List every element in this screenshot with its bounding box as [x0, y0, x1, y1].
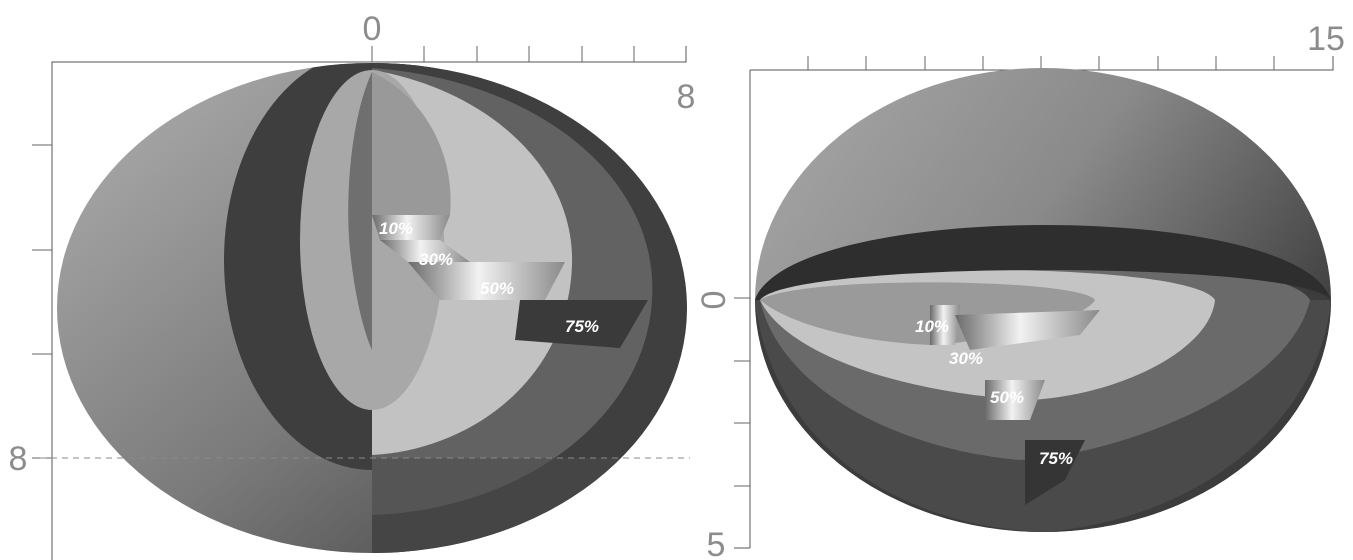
right-top-axis-end-label: 15	[1307, 20, 1345, 58]
right-level-75-label: 75%	[1039, 449, 1073, 468]
right-step-50	[985, 380, 1045, 420]
right-level-50-label: 50%	[990, 388, 1024, 407]
left-bottom-band	[372, 458, 687, 553]
left-core-slot	[348, 72, 372, 350]
left-step-30	[380, 240, 470, 262]
right-level-30-label: 30%	[949, 349, 983, 368]
left-panel: 0 8 8 10% 30% 50% 75%	[9, 10, 696, 560]
right-side-axis-start-label: 0	[695, 291, 733, 310]
right-side-axis-end-label: 5	[707, 526, 726, 560]
left-layer-10-right	[372, 72, 451, 215]
left-side-axis-label: 8	[9, 440, 28, 478]
left-top-axis-end-label: 8	[677, 78, 696, 116]
right-step-30	[955, 310, 1100, 350]
right-top-band	[755, 225, 1331, 300]
right-step-75	[1025, 440, 1085, 505]
right-top-axis	[750, 56, 1334, 71]
left-step-50	[408, 262, 565, 300]
left-level-50-label: 50%	[480, 279, 514, 298]
left-level-75-label: 75%	[565, 317, 599, 336]
right-step-10	[930, 305, 960, 345]
right-side-axis	[734, 70, 751, 549]
left-side-axis	[32, 62, 53, 560]
left-top-axis-start-label: 0	[363, 10, 382, 48]
left-top-axis	[51, 46, 687, 64]
left-step-10	[372, 215, 450, 240]
right-level-10-label: 10%	[915, 317, 949, 336]
left-level-30-label: 30%	[419, 250, 453, 269]
right-panel: 15 0 5 10% 30% 50% 75%	[695, 20, 1345, 560]
left-level-10-label: 10%	[379, 219, 413, 238]
left-step-75	[515, 300, 648, 348]
